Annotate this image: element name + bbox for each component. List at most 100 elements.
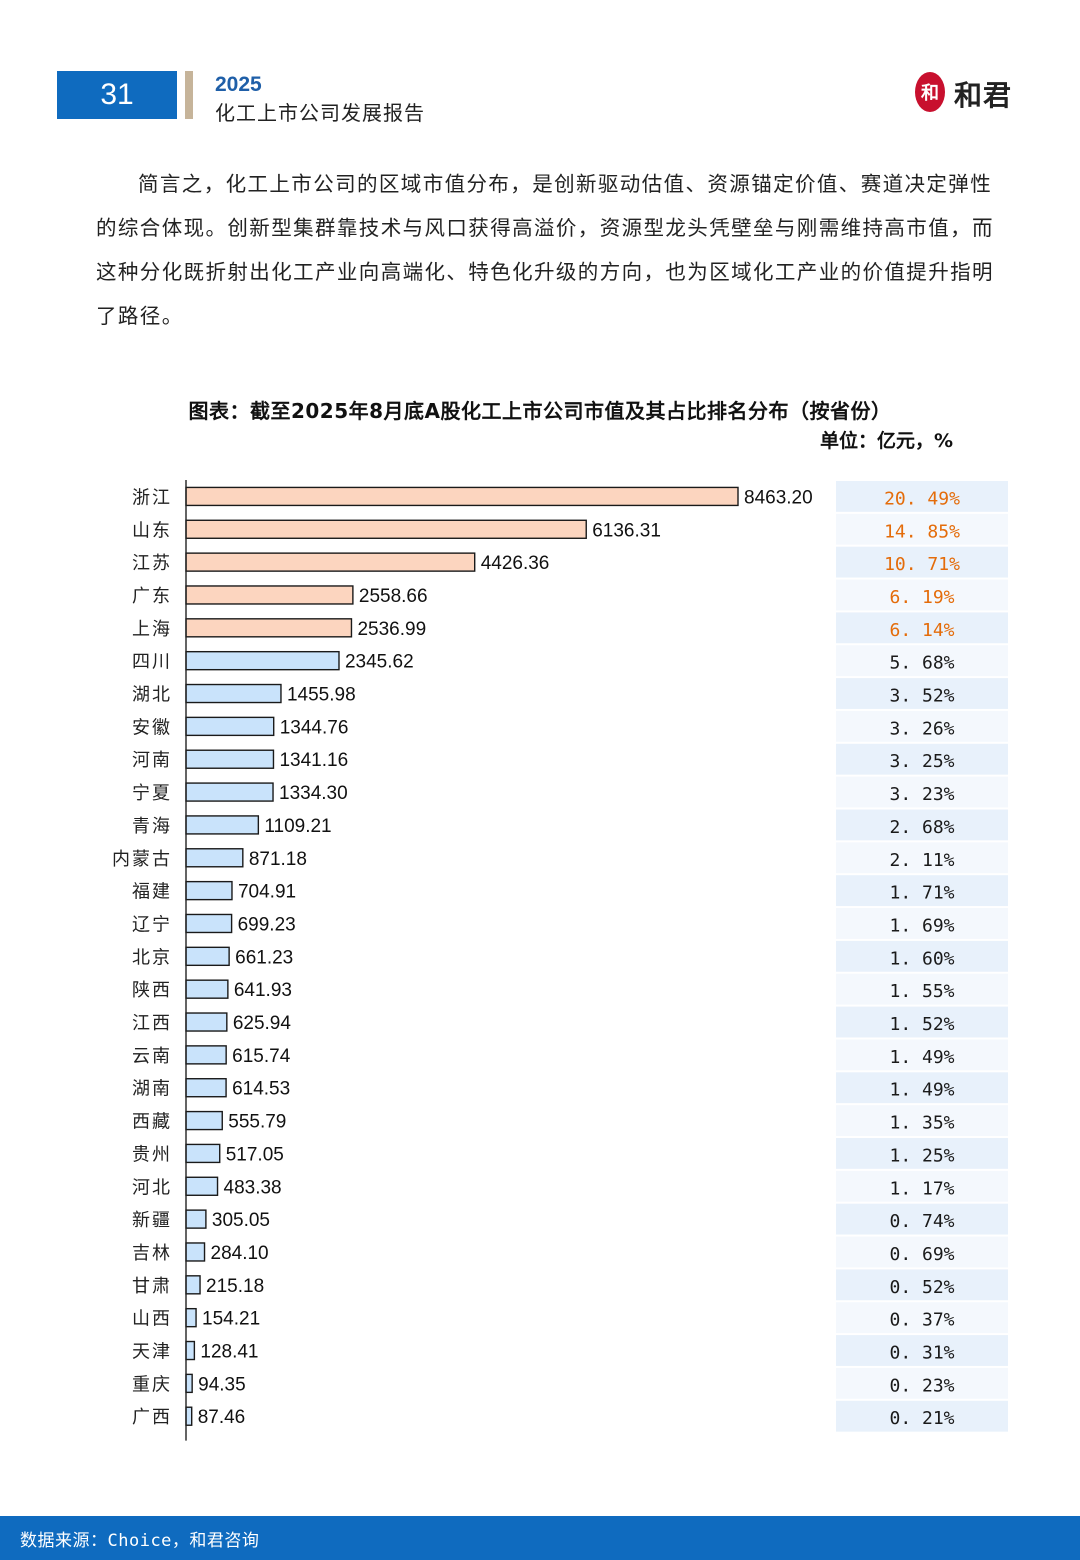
share-cell xyxy=(836,546,1008,578)
value-label: 128.41 xyxy=(200,1342,258,1363)
category-label: 安徽 xyxy=(132,717,172,738)
value-label: 1334.30 xyxy=(279,783,348,804)
brand-logo: 和 和君 xyxy=(910,66,1040,118)
value-label: 555.79 xyxy=(228,1112,286,1133)
bar xyxy=(185,618,353,638)
bar xyxy=(185,1307,197,1328)
share-cell xyxy=(836,678,1008,709)
category-label: 新疆 xyxy=(132,1210,172,1231)
category-label: 云南 xyxy=(132,1046,172,1067)
page-number: 31 xyxy=(57,71,177,119)
share-label: 1. 25% xyxy=(889,1145,954,1166)
bar xyxy=(185,519,587,539)
category-label: 四川 xyxy=(132,652,172,673)
category-label: 内蒙古 xyxy=(112,849,172,870)
category-label: 山东 xyxy=(132,520,172,541)
value-label: 1344.76 xyxy=(280,717,349,738)
category-label: 江西 xyxy=(132,1013,172,1034)
value-label: 94.35 xyxy=(198,1374,246,1395)
category-label: 江苏 xyxy=(132,553,172,574)
value-label: 871.18 xyxy=(249,849,307,870)
bar xyxy=(185,1078,227,1098)
share-cell xyxy=(836,1039,1008,1071)
category-label: 福建 xyxy=(132,882,172,903)
bar xyxy=(185,1176,219,1196)
share-label: 0. 21% xyxy=(889,1408,954,1429)
value-label: 154.21 xyxy=(202,1309,260,1330)
value-label: 699.23 xyxy=(238,914,296,935)
share-cell xyxy=(836,940,1008,972)
body-paragraph: 简言之，化工上市公司的区域市值分布，是创新驱动估值、资源锚定价值、赛道决定弹性的… xyxy=(96,172,994,328)
bar xyxy=(185,1373,193,1394)
share-cell xyxy=(836,842,1008,874)
bar xyxy=(185,1340,196,1361)
share-label: 3. 52% xyxy=(889,686,954,707)
header-title: 化工上市公司发展报告 xyxy=(215,101,425,125)
share-label: 3. 23% xyxy=(889,784,954,805)
share-label: 1. 71% xyxy=(889,883,954,904)
share-label: 0. 52% xyxy=(889,1277,954,1298)
bar xyxy=(185,979,229,999)
category-label: 吉林 xyxy=(132,1243,172,1264)
value-label: 284.10 xyxy=(211,1243,269,1264)
share-label: 1. 52% xyxy=(889,1014,954,1035)
bar xyxy=(185,749,275,769)
share-label: 10. 71% xyxy=(884,554,960,575)
share-label: 1. 69% xyxy=(889,915,954,936)
bar xyxy=(185,848,244,868)
share-label: 1. 49% xyxy=(889,1080,954,1101)
share-cell xyxy=(836,579,1008,611)
category-label: 山西 xyxy=(132,1309,172,1330)
share-label: 1. 55% xyxy=(889,981,954,1002)
value-label: 87.46 xyxy=(198,1407,246,1428)
bar xyxy=(185,585,354,605)
category-label: 浙江 xyxy=(132,487,172,508)
bar xyxy=(185,716,275,737)
bar xyxy=(185,1143,221,1164)
bar xyxy=(185,1242,206,1262)
value-label: 704.91 xyxy=(238,882,296,903)
share-cell xyxy=(836,513,1008,545)
bar xyxy=(185,1209,207,1229)
share-cell xyxy=(836,1170,1008,1202)
category-label: 北京 xyxy=(132,947,172,968)
bar xyxy=(185,782,274,802)
share-label: 0. 74% xyxy=(889,1211,954,1232)
category-label: 重庆 xyxy=(132,1374,172,1395)
value-label: 641.93 xyxy=(234,980,292,1001)
share-cell xyxy=(836,645,1008,677)
category-label: 贵州 xyxy=(132,1144,172,1165)
value-label: 661.23 xyxy=(235,947,293,968)
bar xyxy=(185,815,260,835)
share-label: 1. 49% xyxy=(889,1047,954,1068)
share-cell xyxy=(836,1006,1008,1038)
category-label: 湖南 xyxy=(132,1079,172,1100)
share-cell xyxy=(836,1269,1008,1301)
header-year: 2025 xyxy=(215,73,262,96)
category-label: 宁夏 xyxy=(132,783,172,804)
share-label: 3. 25% xyxy=(889,751,954,772)
share-label: 1. 35% xyxy=(889,1113,954,1134)
share-label: 3. 26% xyxy=(889,718,954,739)
share-cell xyxy=(836,1138,1008,1169)
share-cell xyxy=(836,1302,1008,1334)
category-label: 西藏 xyxy=(132,1112,172,1133)
bar xyxy=(185,1275,201,1295)
category-label: 河北 xyxy=(132,1177,172,1198)
share-label: 0. 23% xyxy=(889,1375,954,1396)
value-label: 305.05 xyxy=(212,1210,270,1231)
value-label: 6136.31 xyxy=(592,520,661,541)
bar xyxy=(185,1110,223,1131)
category-label: 湖北 xyxy=(132,685,172,706)
value-label: 4426.36 xyxy=(481,553,550,574)
share-label: 5. 68% xyxy=(889,653,954,674)
share-cell xyxy=(836,875,1008,907)
value-label: 2558.66 xyxy=(359,586,428,607)
share-label: 14. 85% xyxy=(884,521,960,542)
category-label: 甘肃 xyxy=(132,1276,172,1297)
share-label: 0. 37% xyxy=(889,1310,954,1331)
bar xyxy=(185,650,340,671)
bar xyxy=(185,913,233,934)
category-label: 广西 xyxy=(132,1407,172,1428)
logo-text: 和君 xyxy=(954,79,1013,112)
